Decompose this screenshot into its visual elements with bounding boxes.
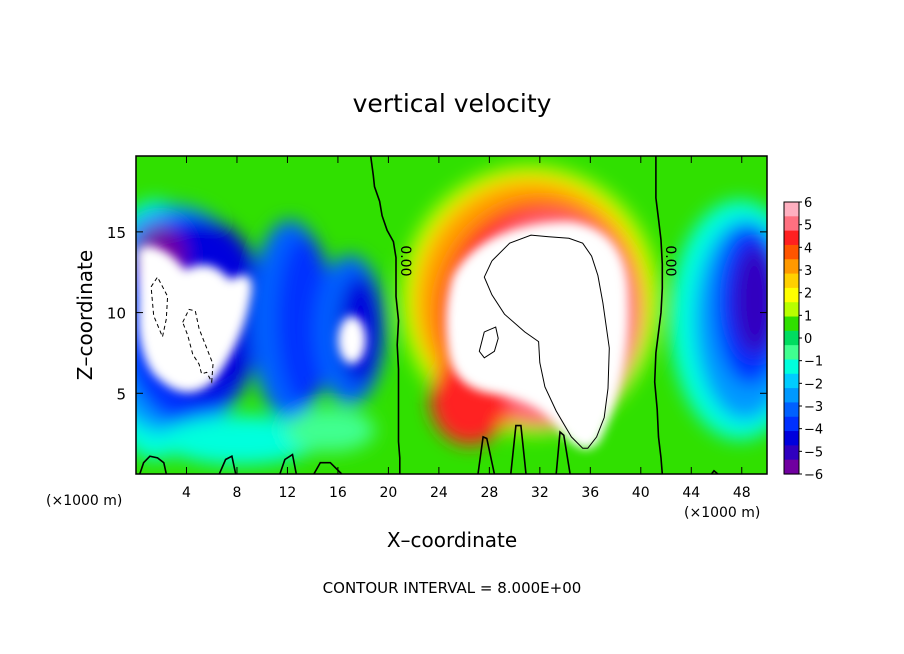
x-tick-label: 8: [232, 485, 241, 501]
y-tick-label: 15: [107, 224, 126, 242]
colorbar-swatch: [784, 402, 799, 418]
colorbar-swatch: [784, 431, 799, 446]
x-tick-label: 16: [329, 485, 347, 501]
x-unit-right: (×1000 m): [684, 505, 760, 521]
zero-contour: [369, 156, 401, 474]
x-tick-label: 44: [682, 485, 700, 501]
colorbar-label: −6: [804, 468, 823, 483]
colorbar-swatch: [784, 273, 799, 289]
contour-label: 0.00: [397, 245, 413, 276]
colorbar-swatch: [784, 287, 799, 303]
contour-interval-note: CONTOUR INTERVAL = 8.000E+00: [323, 579, 582, 597]
colorbar-swatch: [784, 316, 799, 332]
downdraft-saturated: [138, 246, 366, 393]
x-tick-label: 32: [531, 485, 549, 501]
near-surface-contour: [313, 461, 343, 474]
contour-label: 0.00: [662, 245, 678, 276]
y-tick-label: 10: [107, 305, 126, 323]
colorbar-label: 5: [804, 219, 812, 234]
colorbar-label: 2: [804, 287, 812, 302]
colorbar: 6 5 4 3 2 1 0 −1 −2 −3 −4 −5 −6: [783, 196, 823, 483]
colorbar-swatch: [784, 202, 799, 217]
near-surface-contour: [477, 435, 496, 474]
colorbar-swatch: [784, 230, 799, 246]
near-surface-contour: [139, 455, 168, 474]
colorbar-swatch: [784, 388, 799, 404]
plot-area: [136, 156, 767, 474]
contour-labels: 0.00 0.00: [397, 245, 678, 276]
colorbar-label: −2: [804, 377, 823, 392]
negative-contour: [182, 308, 214, 384]
colorbar-swatch: [784, 259, 799, 275]
x-axis: 4 8 12 16 20 24 28 32 36 40 44 48: [182, 156, 751, 501]
x-axis-label: X–coordinate: [387, 528, 517, 552]
colorbar-swatch: [784, 345, 799, 361]
y-axis-label: Z–coordinate: [73, 250, 97, 380]
colorbar-swatch: [784, 330, 799, 346]
y-tick-label: 5: [116, 385, 126, 403]
x-tick-label: 36: [581, 485, 599, 501]
contours: [139, 156, 719, 474]
x-tick-label: 12: [279, 485, 297, 501]
colorbar-swatch: [784, 459, 799, 475]
x-tick-label: 4: [182, 485, 191, 501]
colorbar-label: 3: [804, 264, 812, 279]
colorbar-label: −5: [804, 445, 823, 460]
near-surface-contour: [555, 430, 571, 474]
x-tick-label: 48: [733, 485, 751, 501]
zero-contour: [653, 156, 664, 474]
colorbar-label: −1: [804, 355, 823, 370]
colorbar-label: 6: [804, 196, 812, 211]
colorbar-label: 1: [804, 309, 812, 324]
colorbar-swatch: [784, 359, 799, 375]
plot-frame: [135, 155, 768, 475]
colorbar-swatch: [784, 216, 799, 232]
positive-contour: [478, 326, 499, 359]
colorbar-swatch: [784, 445, 799, 461]
colorbar-label: 0: [804, 332, 812, 347]
colorbar-swatch: [784, 302, 799, 318]
colorbar-label: 4: [804, 241, 812, 256]
near-surface-contour: [218, 455, 237, 474]
near-surface-contour: [279, 453, 298, 474]
colorbar-swatch: [784, 416, 799, 432]
colorbar-swatch: [784, 373, 799, 389]
positive-contour: [483, 234, 610, 449]
x-tick-label: 20: [379, 485, 397, 501]
chart-title: vertical velocity: [353, 89, 552, 118]
x-tick-label: 28: [480, 485, 498, 501]
colorbar-label: −3: [804, 400, 823, 415]
updraft-core: [445, 222, 629, 449]
near-surface-contour: [710, 469, 719, 474]
y-axis: 5 10 15: [107, 224, 767, 403]
x-tick-label: 40: [632, 485, 650, 501]
colorbar-label: −4: [804, 423, 823, 438]
x-unit-left: (×1000 m): [46, 493, 122, 509]
x-tick-label: 24: [430, 485, 448, 501]
negative-contour: [150, 276, 169, 339]
near-surface-contour: [510, 424, 527, 474]
colorbar-swatch: [784, 244, 799, 260]
